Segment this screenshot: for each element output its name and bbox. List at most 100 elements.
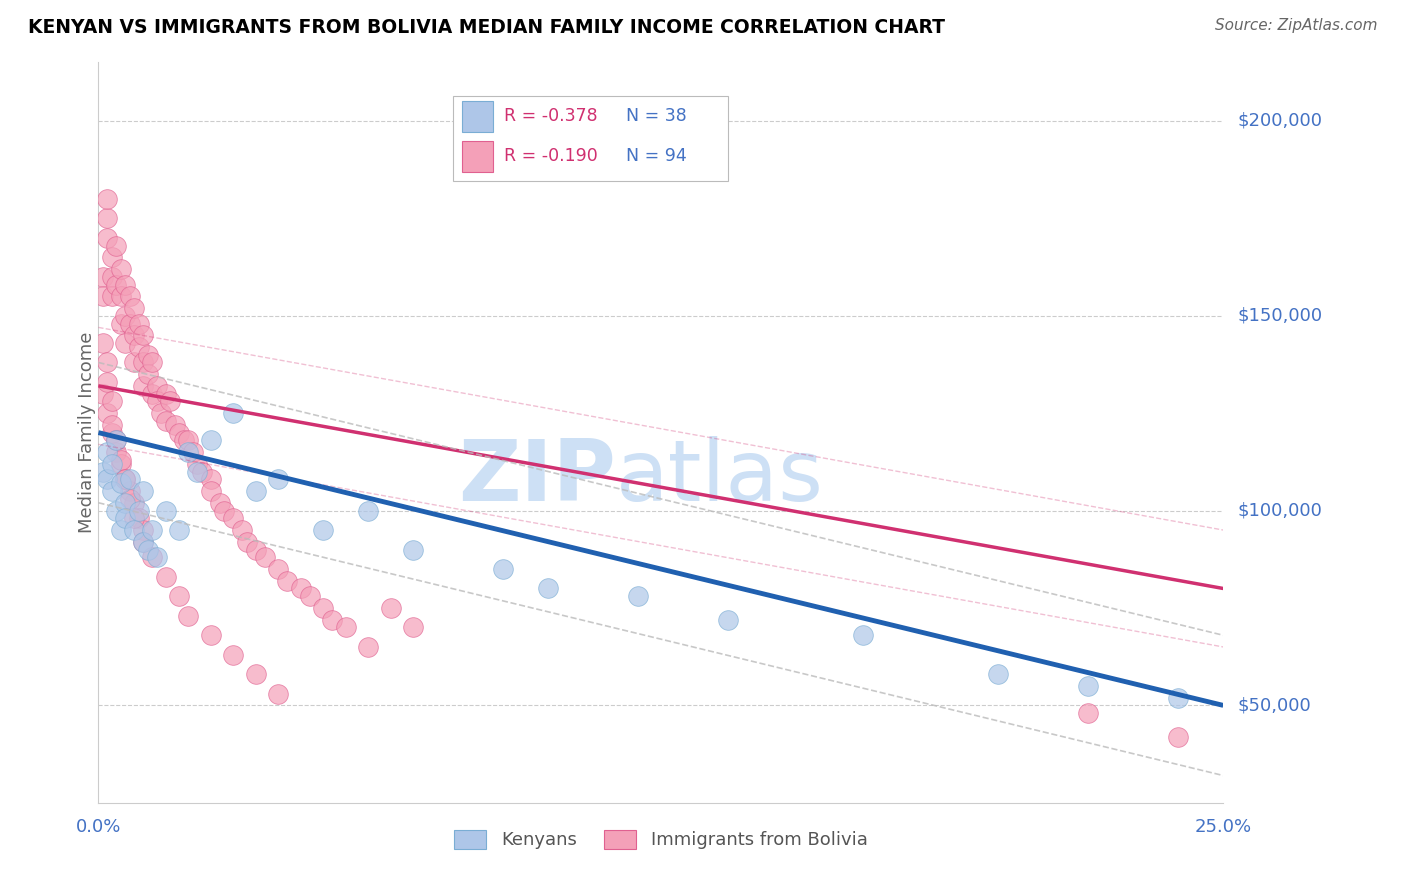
Point [132, 379, 155, 393]
Point [146, 394, 169, 409]
Point [101, 394, 124, 409]
Point [110, 457, 132, 471]
Text: $50,000: $50,000 [1237, 697, 1310, 714]
Point [200, 434, 222, 448]
Point [132, 355, 155, 369]
Point [146, 550, 169, 565]
Text: atlas: atlas [616, 435, 824, 518]
Point [155, 386, 177, 401]
Point [146, 379, 169, 393]
Point [128, 317, 150, 331]
Point [537, 582, 560, 596]
Point [91, 269, 114, 284]
Point [114, 472, 136, 486]
Text: R = -0.378: R = -0.378 [505, 108, 598, 126]
Point [312, 601, 335, 615]
Point [136, 348, 159, 362]
Point [101, 484, 124, 499]
Point [132, 534, 155, 549]
Point [114, 472, 136, 486]
Point [276, 574, 298, 588]
Point [159, 394, 181, 409]
Text: $150,000: $150,000 [1237, 307, 1322, 325]
Point [155, 570, 177, 584]
Point [101, 250, 124, 264]
Point [105, 434, 128, 448]
Point [96, 355, 118, 369]
Point [91, 386, 114, 401]
Point [169, 425, 191, 440]
Point [177, 445, 200, 459]
Point [118, 491, 141, 506]
Point [200, 472, 222, 486]
Point [155, 414, 177, 428]
Bar [461, 101, 494, 132]
Point [186, 465, 208, 479]
Point [105, 445, 128, 459]
Point [91, 465, 114, 479]
Text: KENYAN VS IMMIGRANTS FROM BOLIVIA MEDIAN FAMILY INCOME CORRELATION CHART: KENYAN VS IMMIGRANTS FROM BOLIVIA MEDIAN… [28, 18, 945, 37]
Point [141, 550, 163, 565]
Text: N = 38: N = 38 [626, 108, 686, 126]
Point [312, 523, 335, 537]
Point [141, 355, 163, 369]
Point [236, 534, 259, 549]
Point [267, 472, 290, 486]
Point [1167, 690, 1189, 705]
Text: ZIP: ZIP [458, 435, 616, 518]
Point [627, 589, 650, 603]
Point [114, 496, 136, 510]
Point [114, 511, 136, 525]
Point [150, 406, 173, 420]
Point [128, 340, 150, 354]
Point [110, 453, 132, 467]
Point [105, 277, 128, 292]
Point [110, 317, 132, 331]
Text: R = -0.190: R = -0.190 [505, 147, 598, 165]
Point [1167, 730, 1189, 744]
Point [101, 417, 124, 432]
Point [169, 589, 191, 603]
Point [96, 231, 118, 245]
Point [124, 523, 146, 537]
Point [105, 238, 128, 252]
Point [105, 503, 128, 517]
Point [124, 511, 146, 525]
Point [124, 355, 146, 369]
Point [173, 434, 195, 448]
Point [110, 476, 132, 491]
Point [96, 192, 118, 206]
Point [132, 484, 155, 499]
Point [402, 620, 425, 634]
Point [357, 640, 380, 654]
Point [1077, 706, 1099, 721]
Y-axis label: Median Family Income: Median Family Income [79, 332, 96, 533]
Point [253, 550, 276, 565]
Point [222, 406, 245, 420]
Point [852, 628, 875, 642]
Point [141, 386, 163, 401]
Point [186, 457, 208, 471]
Point [267, 687, 290, 701]
Text: $100,000: $100,000 [1237, 501, 1322, 519]
Point [208, 496, 231, 510]
Point [298, 589, 321, 603]
Point [402, 542, 425, 557]
Text: $200,000: $200,000 [1237, 112, 1322, 130]
Text: N = 94: N = 94 [626, 147, 686, 165]
Point [96, 375, 118, 389]
Point [110, 262, 132, 277]
Point [222, 511, 245, 525]
Point [987, 667, 1010, 681]
Point [101, 269, 124, 284]
Point [118, 484, 141, 499]
Point [267, 562, 290, 576]
Point [380, 601, 402, 615]
Point [132, 328, 155, 343]
Point [110, 523, 132, 537]
Point [105, 434, 128, 448]
Point [96, 211, 118, 226]
Point [163, 417, 186, 432]
Point [200, 484, 222, 499]
Point [231, 523, 253, 537]
